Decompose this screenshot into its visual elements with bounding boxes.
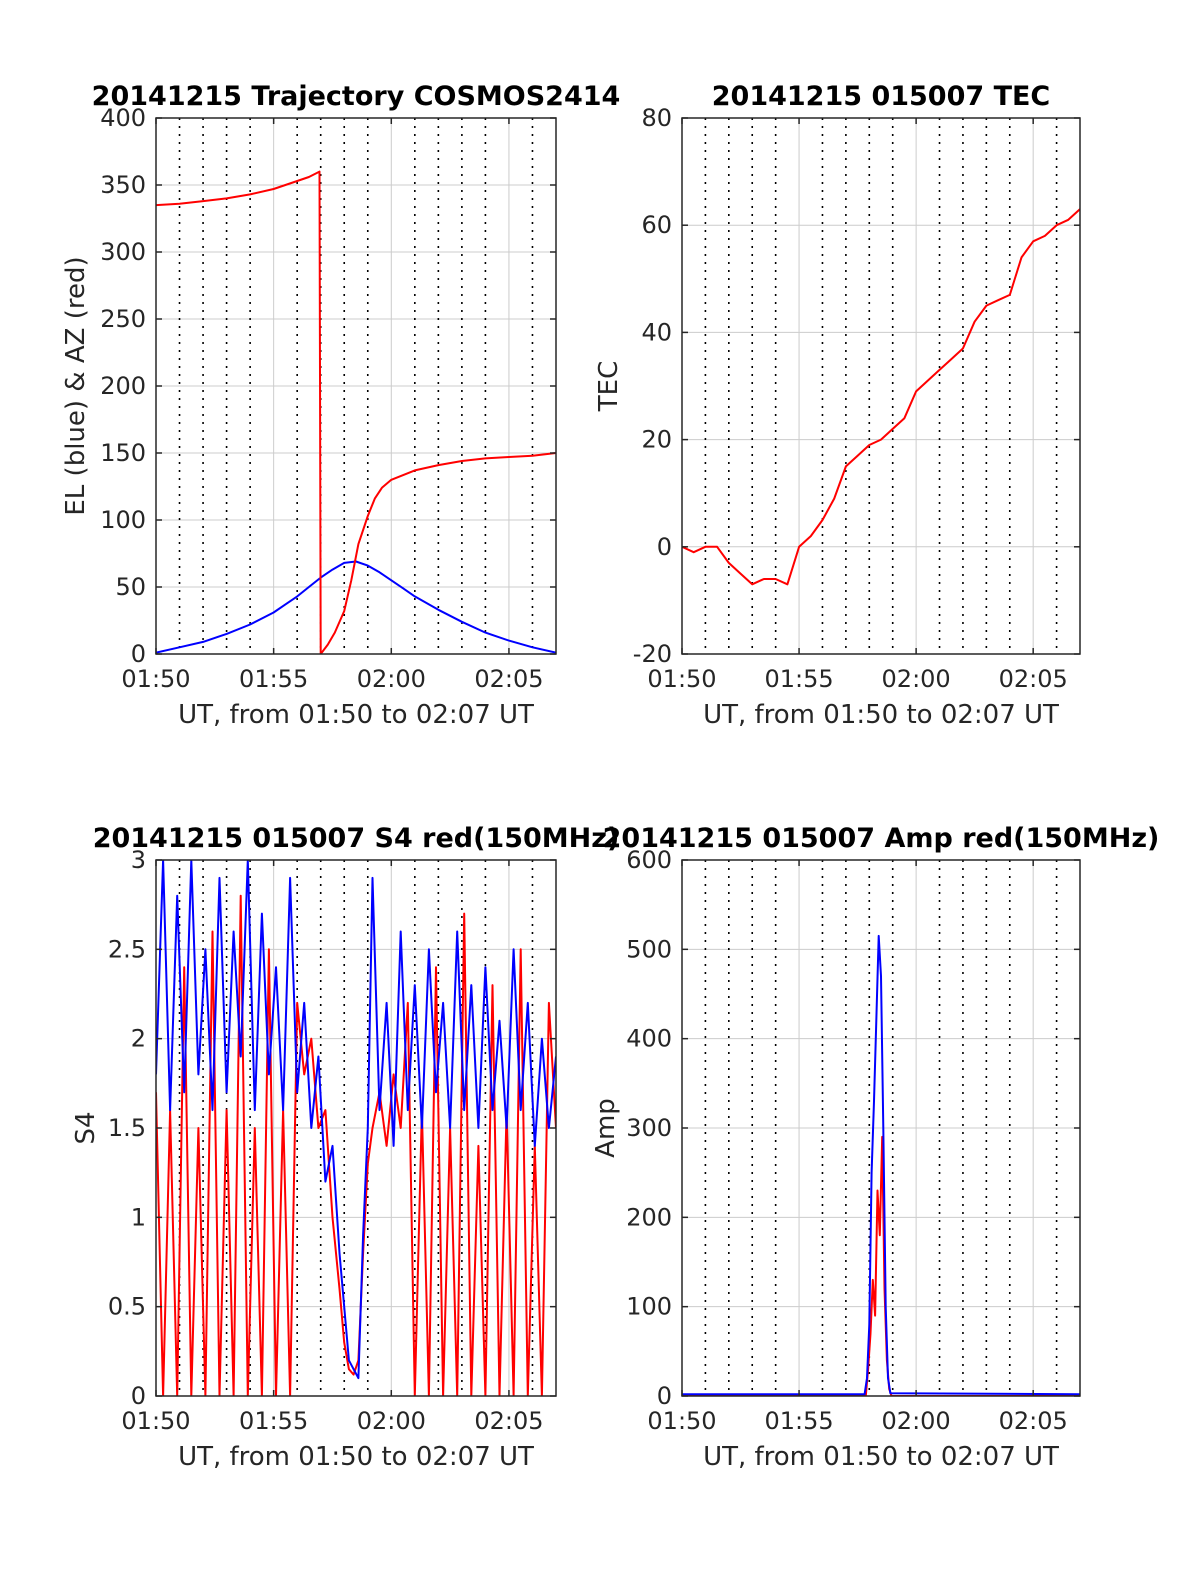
chart-title: 20141215 015007 Amp red(150MHz) — [603, 823, 1160, 854]
y-tick-label: 0 — [131, 1382, 146, 1410]
y-tick-label: 3 — [131, 846, 146, 874]
chart-panel-1: 01:50 01:55 02:00 02:05 0 50 100 150 200 250 300 35… — [61, 81, 620, 730]
x-axis-label: UT, from 01:50 to 02:07 UT — [178, 700, 534, 730]
x-tick-label: 01:50 — [121, 665, 190, 693]
y-tick-label: 250 — [100, 305, 146, 333]
y-tick-label: 20 — [641, 426, 672, 454]
chart-title: 20141215 Trajectory COSMOS2414 — [92, 81, 621, 112]
x-tick-label: 01:50 — [121, 1407, 190, 1435]
x-tick-label: 01:55 — [239, 665, 308, 693]
y-tick-label: 2.5 — [108, 935, 146, 963]
y-tick-label: 300 — [626, 1114, 672, 1142]
y-tick-label: 400 — [626, 1025, 672, 1053]
y-tick-label: 150 — [100, 439, 146, 467]
y-tick-label: 200 — [626, 1203, 672, 1231]
chart-title: 20141215 015007 S4 red(150MHz) — [93, 823, 620, 854]
y-tick-label: 0 — [131, 640, 146, 668]
x-axis-label: UT, from 01:50 to 02:07 UT — [178, 1442, 534, 1472]
x-tick-label: 02:05 — [474, 1407, 543, 1435]
y-tick-label: 350 — [100, 171, 146, 199]
y-tick-label: 500 — [626, 935, 672, 963]
y-tick-label: -20 — [633, 640, 672, 668]
y-tick-label: 300 — [100, 238, 146, 266]
y-tick-label: 80 — [641, 104, 672, 132]
x-axis-label: UT, from 01:50 to 02:07 UT — [703, 1442, 1059, 1472]
x-tick-label: 02:00 — [882, 665, 951, 693]
series-line-red — [682, 1135, 1080, 1396]
x-tick-label: 01:55 — [764, 665, 833, 693]
x-tick-label: 01:55 — [764, 1407, 833, 1435]
series-line-red — [156, 894, 556, 1396]
y-axis-label: TEC — [594, 361, 624, 412]
y-tick-label: 60 — [641, 211, 672, 239]
x-tick-label: 02:05 — [999, 665, 1068, 693]
y-tick-label: 100 — [100, 506, 146, 534]
chart-panel-2: 01:50 01:55 02:00 02:05 -20 0 20 40 60 80 20141215… — [594, 81, 1081, 730]
x-tick-label: 02:00 — [357, 665, 426, 693]
y-tick-label: 1 — [131, 1203, 146, 1231]
y-tick-label: 100 — [626, 1293, 672, 1321]
x-tick-label: 02:00 — [357, 1407, 426, 1435]
y-tick-label: 0 — [657, 533, 672, 561]
y-axis-label: S4 — [71, 1111, 101, 1144]
y-tick-label: 0 — [657, 1382, 672, 1410]
x-tick-label: 01:50 — [647, 1407, 716, 1435]
y-tick-label: 50 — [115, 573, 146, 601]
x-tick-label: 02:05 — [999, 1407, 1068, 1435]
x-tick-label: 02:00 — [882, 1407, 951, 1435]
x-axis-label: UT, from 01:50 to 02:07 UT — [703, 700, 1059, 730]
chart-panel-4: 01:50 01:55 02:00 02:05 0 100 200 300 400 500 6002… — [591, 823, 1159, 1472]
y-tick-label: 0.5 — [108, 1293, 146, 1321]
chart-title: 20141215 015007 TEC — [712, 81, 1051, 112]
x-tick-label: 01:50 — [647, 665, 716, 693]
y-axis-label: Amp — [591, 1098, 621, 1158]
series-line-blue — [156, 560, 556, 654]
x-tick-label: 02:05 — [474, 665, 543, 693]
y-tick-label: 200 — [100, 372, 146, 400]
series-line-red — [156, 170, 556, 654]
y-tick-label: 2 — [131, 1025, 146, 1053]
y-axis-label: EL (blue) & AZ (red) — [61, 256, 91, 515]
y-tick-label: 600 — [626, 846, 672, 874]
y-tick-label: 1.5 — [108, 1114, 146, 1142]
y-tick-label: 400 — [100, 104, 146, 132]
series-line-blue — [682, 934, 1080, 1396]
y-tick-label: 40 — [641, 318, 672, 346]
series-line-red — [682, 208, 1080, 586]
chart-panel-3: 01:50 01:55 02:00 02:05 0 0.5 1 1.5 2 2.5 32014121… — [71, 823, 619, 1472]
x-tick-label: 01:55 — [239, 1407, 308, 1435]
axes-box — [681, 117, 1081, 655]
series-line-blue — [156, 860, 556, 1380]
